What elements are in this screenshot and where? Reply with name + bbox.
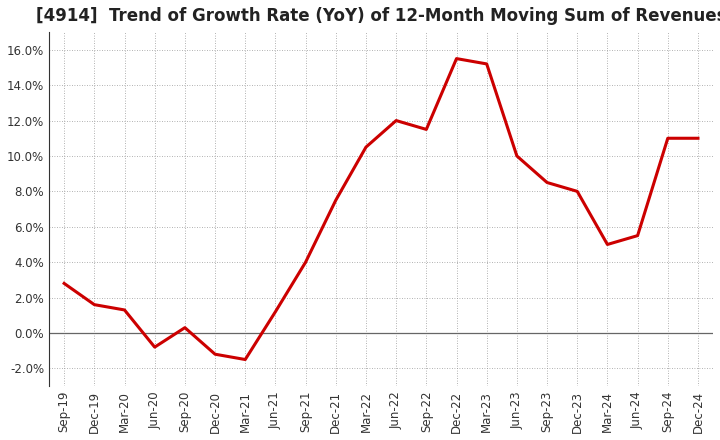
Title: [4914]  Trend of Growth Rate (YoY) of 12-Month Moving Sum of Revenues: [4914] Trend of Growth Rate (YoY) of 12-… xyxy=(36,7,720,25)
